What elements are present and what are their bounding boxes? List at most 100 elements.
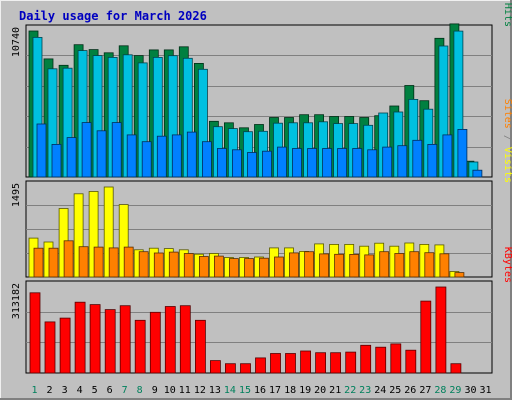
panel-max-label: 1495 xyxy=(11,183,22,207)
bar-sites-day-8 xyxy=(138,251,149,278)
x-tick-label-day-9: 9 xyxy=(152,385,158,396)
x-tick-label-day-5: 5 xyxy=(92,385,98,396)
x-tick-label-day-28: 28 xyxy=(434,385,446,396)
bar-sites-day-14 xyxy=(228,258,239,278)
panel-hits-files-pages: 10740 Pages / Files / Hits xyxy=(11,0,512,178)
bar-visits-day-4 xyxy=(73,193,84,278)
bar-pages-day-6 xyxy=(111,122,122,178)
chart-title: Daily usage for March 2026 xyxy=(19,9,207,23)
bar-kbytes-day-17 xyxy=(270,353,281,374)
bar-sites-day-26 xyxy=(409,251,420,278)
x-tick-label-day-22: 22 xyxy=(344,385,356,396)
bar-sites-day-16 xyxy=(259,257,269,278)
bar-pages-day-27 xyxy=(427,143,438,178)
x-tick-label-day-13: 13 xyxy=(209,385,221,396)
bar-sites-day-4 xyxy=(78,246,89,278)
bar-pages-day-24 xyxy=(382,146,393,178)
x-tick-label-day-24: 24 xyxy=(374,385,386,396)
bar-kbytes-day-22 xyxy=(345,351,357,374)
bar-pages-day-1 xyxy=(36,123,47,178)
bar-sites-day-13 xyxy=(213,255,224,278)
bar-kbytes-day-21 xyxy=(330,352,342,374)
bar-kbytes-day-1 xyxy=(29,292,41,374)
bar-kbytes-day-15 xyxy=(240,363,251,374)
bar-pages-day-30 xyxy=(472,169,483,178)
series-label-part: / xyxy=(502,129,512,147)
bar-pages-day-23 xyxy=(367,149,378,178)
x-tick-label-day-27: 27 xyxy=(419,385,431,396)
bar-sites-day-10 xyxy=(168,251,179,278)
bar-pages-day-2 xyxy=(51,143,62,178)
x-tick-label-day-23: 23 xyxy=(359,385,371,396)
panel-max-label: 10740 xyxy=(11,27,22,57)
bar-kbytes-day-8 xyxy=(134,319,146,374)
bar-kbytes-day-14 xyxy=(224,363,236,374)
x-tick-label-day-17: 17 xyxy=(269,385,281,396)
panel-kbytes: 313182 KBytes xyxy=(11,247,512,374)
x-tick-label-day-26: 26 xyxy=(404,385,416,396)
bar-sites-day-21 xyxy=(334,253,345,278)
bar-kbytes-day-26 xyxy=(405,349,417,374)
bar-sites-day-6 xyxy=(108,247,119,278)
bar-sites-day-1 xyxy=(33,247,44,278)
chart-panels: 10740 Pages / Files / Hits 1495 Sites / Vis… xyxy=(11,0,512,374)
x-tick-label-day-19: 19 xyxy=(299,385,311,396)
bar-pages-day-26 xyxy=(412,139,423,178)
bar-sites-day-29 xyxy=(454,272,465,278)
panel-series-label: Sites / Visits xyxy=(502,99,512,183)
bar-visits-day-5 xyxy=(88,191,99,278)
bar-kbytes-day-9 xyxy=(149,311,161,374)
panel-max-label: 313182 xyxy=(11,283,22,319)
bar-kbytes-day-20 xyxy=(315,352,327,374)
panel-visits-sites: 1495 Sites / Visits xyxy=(11,99,512,278)
bar-pages-day-25 xyxy=(397,145,408,178)
bar-sites-day-22 xyxy=(349,253,360,278)
bar-visits-day-7 xyxy=(118,204,129,278)
bar-pages-day-3 xyxy=(66,137,77,178)
x-tick-label-day-30: 30 xyxy=(464,385,476,396)
bar-sites-day-23 xyxy=(364,254,375,278)
bar-sites-day-18 xyxy=(289,252,299,278)
x-tick-label-day-3: 3 xyxy=(62,385,68,396)
bar-sites-day-20 xyxy=(319,253,330,278)
bar-sites-day-19 xyxy=(304,251,315,278)
x-tick-label-day-10: 10 xyxy=(164,385,176,396)
x-tick-label-day-14: 14 xyxy=(224,385,236,396)
x-tick-label-day-4: 4 xyxy=(77,385,83,396)
bar-sites-day-28 xyxy=(439,253,450,278)
x-tick-label-day-18: 18 xyxy=(284,385,296,396)
bar-pages-day-9 xyxy=(156,135,167,178)
x-axis-day-labels: 1 2 3 4 5 6 7 8 9 10 11 12 13 14 15 16 17 18 19 20 21 22 23 24 2… xyxy=(31,385,491,396)
bar-kbytes-day-4 xyxy=(74,301,86,374)
bar-pages-day-17 xyxy=(277,146,287,178)
bar-sites-day-2 xyxy=(48,247,59,278)
bar-kbytes-day-18 xyxy=(285,353,296,374)
bar-pages-day-28 xyxy=(442,134,453,178)
x-tick-label-day-2: 2 xyxy=(46,385,52,396)
panel-series-label: Pages / Files / Hits xyxy=(502,0,512,27)
bar-kbytes-day-11 xyxy=(179,305,191,374)
series-label-part: / xyxy=(502,0,512,3)
bar-kbytes-day-19 xyxy=(300,350,312,374)
x-tick-label-day-16: 16 xyxy=(254,385,266,396)
bar-pages-day-5 xyxy=(96,130,107,178)
bar-sites-day-12 xyxy=(198,256,209,278)
bar-kbytes-day-24 xyxy=(375,346,387,374)
x-tick-label-day-12: 12 xyxy=(194,385,206,396)
bar-pages-day-14 xyxy=(231,149,242,178)
bar-sites-day-11 xyxy=(183,253,194,278)
bar-kbytes-day-16 xyxy=(255,357,266,374)
x-tick-label-day-1: 1 xyxy=(31,385,37,396)
bar-kbytes-day-13 xyxy=(209,360,221,374)
bar-pages-day-13 xyxy=(216,148,227,178)
bar-pages-day-8 xyxy=(141,141,152,178)
bar-kbytes-day-12 xyxy=(194,319,206,374)
x-tick-label-day-8: 8 xyxy=(137,385,143,396)
bar-pages-day-18 xyxy=(292,148,302,178)
x-tick-label-day-25: 25 xyxy=(389,385,401,396)
bar-sites-day-15 xyxy=(244,258,254,278)
bar-sites-day-7 xyxy=(123,246,134,278)
series-label-part: Visits xyxy=(502,147,512,183)
bar-pages-day-4 xyxy=(81,122,92,178)
